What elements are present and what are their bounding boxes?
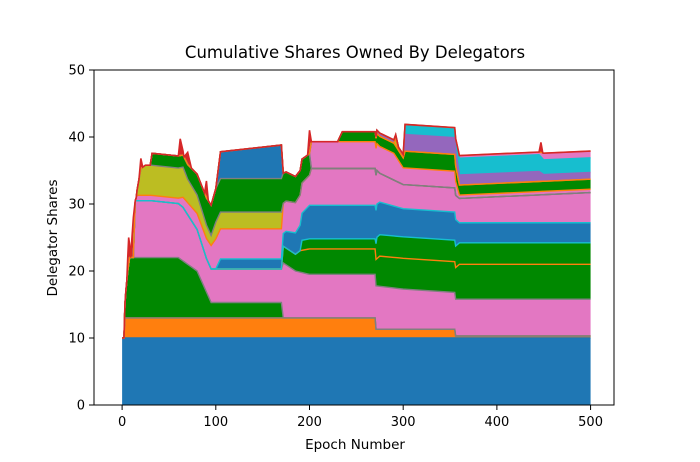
area-series-5	[122, 200, 591, 338]
x-tick-label: 0	[118, 415, 126, 430]
plot-frame	[93, 69, 615, 406]
area-series-2	[122, 317, 591, 338]
edges-layer	[122, 123, 591, 339]
y-tick-label: 10	[68, 332, 85, 347]
area-series-16	[122, 130, 591, 338]
areas-layer	[122, 124, 591, 405]
area-series-9	[122, 168, 591, 338]
area-series-6	[122, 200, 591, 338]
x-tick-label: 100	[203, 415, 228, 430]
y-tick-label: 0	[77, 399, 85, 414]
x-axis-label: Epoch Number	[305, 437, 405, 453]
area-series-1	[122, 338, 591, 405]
x-tick-label: 500	[578, 415, 603, 430]
x-tick-label: 200	[297, 415, 322, 430]
y-tick-label: 40	[68, 131, 85, 146]
area-series-8	[122, 200, 591, 338]
x-tick-label: 300	[391, 415, 416, 430]
area-edge-series-19	[122, 123, 591, 339]
chart-title: Cumulative Shares Owned By Delegators	[185, 43, 525, 62]
area-series-10	[122, 165, 591, 338]
y-tick-label: 50	[68, 64, 85, 79]
y-axis-ticks: 0 10 20 30 40 50	[68, 64, 94, 414]
y-axis-label: Delegator Shares	[45, 180, 61, 297]
y-tick-label: 30	[68, 198, 85, 213]
y-tick-label: 20	[68, 265, 85, 280]
x-tick-label: 400	[484, 415, 509, 430]
x-axis-ticks: 0 100 200 300 400 500	[118, 405, 603, 430]
area-series-11	[122, 153, 591, 338]
